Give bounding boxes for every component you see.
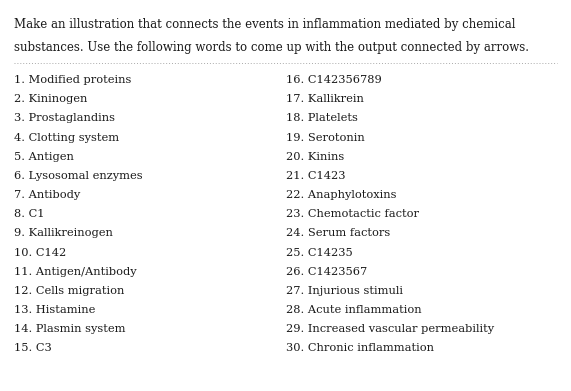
Text: Make an illustration that connects the events in inflammation mediated by chemic: Make an illustration that connects the e… [14,18,516,30]
Text: 22. Anaphylotoxins: 22. Anaphylotoxins [286,190,396,200]
Text: 16. C142356789: 16. C142356789 [286,75,381,85]
Text: 25. C14235: 25. C14235 [286,248,352,258]
Text: 19. Serotonin: 19. Serotonin [286,133,364,143]
Text: 2. Kininogen: 2. Kininogen [14,94,88,104]
Text: 7. Antibody: 7. Antibody [14,190,81,200]
Text: 27. Injurious stimuli: 27. Injurious stimuli [286,286,403,296]
Text: 20. Kinins: 20. Kinins [286,152,344,162]
Text: 26. C1423567: 26. C1423567 [286,267,367,277]
Text: 10. C142: 10. C142 [14,248,67,258]
Text: 15. C3: 15. C3 [14,343,52,353]
Text: 5. Antigen: 5. Antigen [14,152,74,162]
Text: 18. Platelets: 18. Platelets [286,113,357,124]
Text: substances. Use the following words to come up with the output connected by arro: substances. Use the following words to c… [14,41,529,54]
Text: 11. Antigen/Antibody: 11. Antigen/Antibody [14,267,137,277]
Text: 14. Plasmin system: 14. Plasmin system [14,324,126,334]
Text: 13. Histamine: 13. Histamine [14,305,96,315]
Text: 24. Serum factors: 24. Serum factors [286,228,390,239]
Text: 4. Clotting system: 4. Clotting system [14,133,119,143]
Text: 12. Cells migration: 12. Cells migration [14,286,124,296]
Text: 29. Increased vascular permeability: 29. Increased vascular permeability [286,324,493,334]
Text: 21. C1423: 21. C1423 [286,171,345,181]
Text: 6. Lysosomal enzymes: 6. Lysosomal enzymes [14,171,143,181]
Text: 30. Chronic inflammation: 30. Chronic inflammation [286,343,433,353]
Text: 28. Acute inflammation: 28. Acute inflammation [286,305,421,315]
Text: 17. Kallikrein: 17. Kallikrein [286,94,363,104]
Text: 8. C1: 8. C1 [14,209,45,219]
Text: 3. Prostaglandins: 3. Prostaglandins [14,113,115,124]
Text: 9. Kallikreinogen: 9. Kallikreinogen [14,228,113,239]
Text: 23. Chemotactic factor: 23. Chemotactic factor [286,209,419,219]
Text: 1. Modified proteins: 1. Modified proteins [14,75,132,85]
